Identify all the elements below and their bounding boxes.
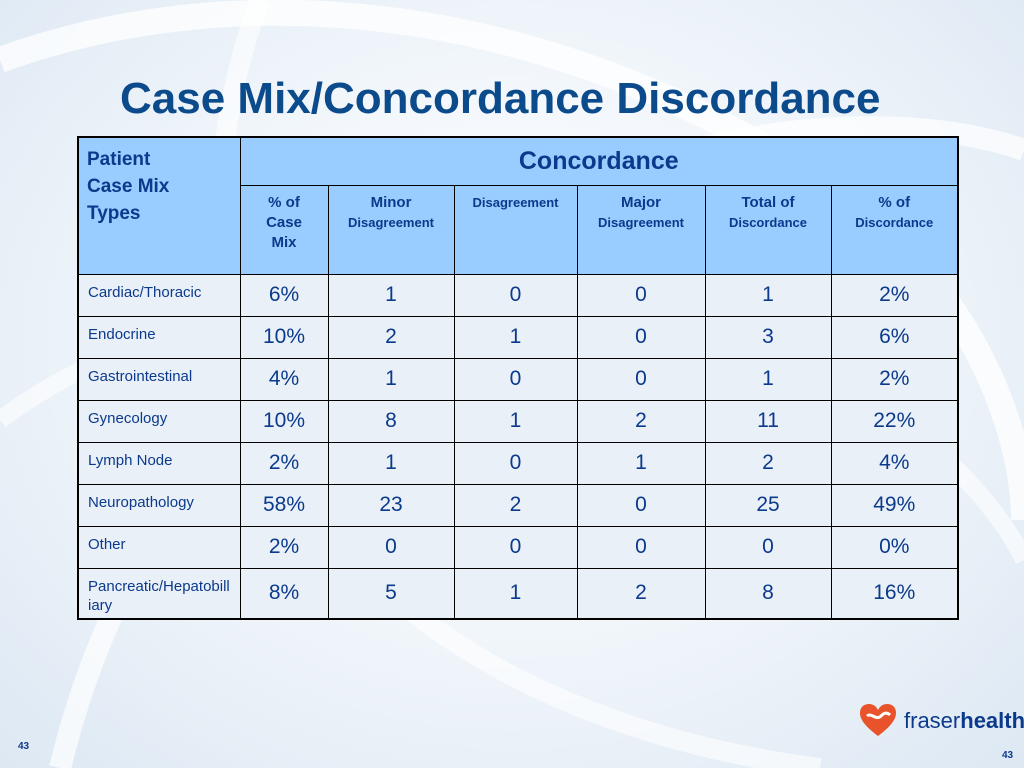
table-cell: 16% xyxy=(830,567,959,620)
column-header-minor-disagreement: Minor Disagreement xyxy=(327,184,455,275)
table-cell: 25 xyxy=(704,483,832,527)
fraser-health-logo: fraserhealth xyxy=(858,700,1024,740)
table-cell: 4% xyxy=(830,441,959,485)
table-cell: 2 xyxy=(327,315,455,359)
corner-header-line: Case Mix xyxy=(87,176,170,197)
heart-logo-icon xyxy=(860,704,896,736)
table-row: Neuropathology 58% 23 2 0 25 49% xyxy=(77,483,959,527)
case-mix-table: Patient Case Mix Types Concordance % of … xyxy=(77,136,960,620)
table-cell: 49% xyxy=(830,483,959,527)
table-cell: 8% xyxy=(239,567,329,620)
column-header-pct-case-mix: % of Case Mix xyxy=(239,184,329,275)
slide-title: Case Mix/Concordance Discordance xyxy=(120,74,881,123)
table-cell: 2 xyxy=(576,399,706,443)
table-cell: 4% xyxy=(239,357,329,401)
table-cell: 2 xyxy=(453,483,578,527)
table-cell: 1 xyxy=(453,315,578,359)
table-cell: 8 xyxy=(327,399,455,443)
table-cell: 1 xyxy=(576,441,706,485)
table-cell: 1 xyxy=(327,441,455,485)
table-cell: 1 xyxy=(704,273,832,317)
table-cell: 0 xyxy=(576,357,706,401)
table-cell: 0 xyxy=(453,525,578,569)
table-cell: 0 xyxy=(327,525,455,569)
column-header-total-discordance: Total of Discordance xyxy=(704,184,832,275)
table-cell: 11 xyxy=(704,399,832,443)
table-cell: 0 xyxy=(704,525,832,569)
table-cell: 0 xyxy=(453,441,578,485)
table-cell: 22% xyxy=(830,399,959,443)
logo-text: fraserhealth xyxy=(904,708,1024,733)
table-row: Other 2% 0 0 0 0 0% xyxy=(77,525,959,569)
row-label: Cardiac/Thoracic xyxy=(77,273,241,317)
table-row: Cardiac/Thoracic 6% 1 0 0 1 2% xyxy=(77,273,959,317)
corner-header-line: Patient xyxy=(87,149,151,170)
column-header-disagreement: Disagreement xyxy=(453,184,578,275)
table-cell: 6% xyxy=(239,273,329,317)
table-cell: 0 xyxy=(576,483,706,527)
table-cell: 1 xyxy=(327,357,455,401)
row-label: Neuropathology xyxy=(77,483,241,527)
column-header-pct-discordance: % of Discordance xyxy=(830,184,959,275)
table-cell: 2 xyxy=(576,567,706,620)
table-cell: 1 xyxy=(453,567,578,620)
table-cell: 2% xyxy=(239,525,329,569)
table-cell: 0 xyxy=(576,315,706,359)
table-cell: 10% xyxy=(239,399,329,443)
table-row: Endocrine 10% 2 1 0 3 6% xyxy=(77,315,959,359)
table-cell: 23 xyxy=(327,483,455,527)
corner-header: Patient Case Mix Types xyxy=(77,136,241,275)
table-row: Lymph Node 2% 1 0 1 2 4% xyxy=(77,441,959,485)
table-cell: 0% xyxy=(830,525,959,569)
table-cell: 0 xyxy=(576,525,706,569)
page-number-right: 43 xyxy=(1002,750,1014,761)
concordance-header: Concordance xyxy=(239,136,959,186)
table-cell: 2% xyxy=(239,441,329,485)
table-cell: 0 xyxy=(453,357,578,401)
table-cell: 10% xyxy=(239,315,329,359)
row-label: Pancreatic/Hepatobilliary xyxy=(77,567,241,620)
page-number-left: 43 xyxy=(18,741,30,752)
table-cell: 2% xyxy=(830,273,959,317)
table-cell: 0 xyxy=(453,273,578,317)
table-cell: 8 xyxy=(704,567,832,620)
table-cell: 1 xyxy=(453,399,578,443)
row-label: Gynecology xyxy=(77,399,241,443)
table-row: Gastrointestinal 4% 1 0 0 1 2% xyxy=(77,357,959,401)
table-cell: 3 xyxy=(704,315,832,359)
row-label: Endocrine xyxy=(77,315,241,359)
table-cell: 2% xyxy=(830,357,959,401)
corner-header-line: Types xyxy=(87,203,141,224)
table-cell: 58% xyxy=(239,483,329,527)
table-cell: 2 xyxy=(704,441,832,485)
table-cell: 6% xyxy=(830,315,959,359)
row-label: Lymph Node xyxy=(77,441,241,485)
table-cell: 1 xyxy=(704,357,832,401)
column-header-major-disagreement: Major Disagreement xyxy=(576,184,706,275)
table-cell: 1 xyxy=(327,273,455,317)
table-row: Pancreatic/Hepatobilliary 8% 5 1 2 8 16% xyxy=(77,567,959,620)
row-label: Gastrointestinal xyxy=(77,357,241,401)
table-row: Gynecology 10% 8 1 2 11 22% xyxy=(77,399,959,443)
table-cell: 5 xyxy=(327,567,455,620)
table-cell: 0 xyxy=(576,273,706,317)
row-label: Other xyxy=(77,525,241,569)
